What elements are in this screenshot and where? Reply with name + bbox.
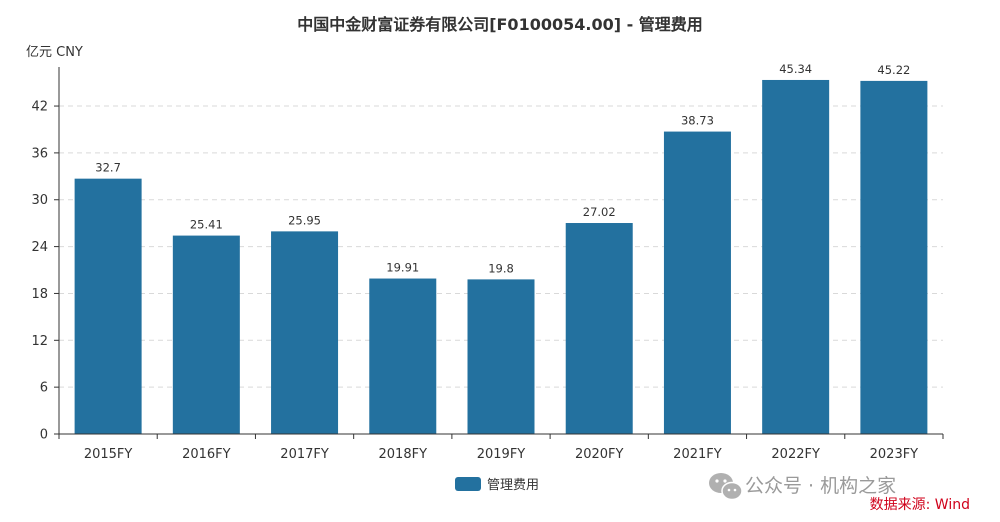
y-tick-label: 18 <box>31 287 48 302</box>
data-label: 27.02 <box>583 205 616 219</box>
x-tick-label: 2020FY <box>575 447 624 462</box>
data-label: 38.73 <box>681 114 714 128</box>
axes: 0 6 12 18 24 30 36 42 2015FY 2016FY 2017FY 2018FY 20… <box>31 67 944 462</box>
bar-2015FY[interactable] <box>74 178 142 434</box>
data-label: 45.34 <box>779 62 812 76</box>
x-tick-label: 2021FY <box>673 447 722 462</box>
y-tick-label: 42 <box>31 100 48 115</box>
bar-2021FY[interactable] <box>663 131 731 434</box>
x-tick-label: 2016FY <box>182 447 231 462</box>
bar-2017FY[interactable] <box>271 231 339 434</box>
legend-label: 管理费用 <box>487 478 539 493</box>
bar-2023FY[interactable] <box>860 80 928 435</box>
chart-title: 中国中金财富证券有限公司[F0100054.00] - 管理费用 <box>297 15 703 34</box>
bar-2022FY[interactable] <box>762 79 830 434</box>
x-tick-label: 2015FY <box>84 447 133 462</box>
y-tick-label: 12 <box>31 334 48 349</box>
x-tick-label: 2023FY <box>870 447 919 462</box>
x-tick-label: 2019FY <box>477 447 526 462</box>
x-tick-label: 2018FY <box>379 447 428 462</box>
bars <box>74 79 928 435</box>
x-tick-label: 2017FY <box>280 447 329 462</box>
bar-2020FY[interactable] <box>565 223 633 434</box>
bar-2016FY[interactable] <box>172 235 240 434</box>
y-tick-label: 0 <box>40 428 48 443</box>
wechat-icon <box>709 473 743 501</box>
bar-2018FY[interactable] <box>369 278 437 434</box>
y-tick-label: 30 <box>31 193 48 208</box>
watermark: 公众号 · 机构之家 <box>709 473 896 501</box>
data-label: 32.7 <box>95 161 121 175</box>
y-tick-label: 6 <box>40 381 48 396</box>
y-tick-label: 24 <box>31 240 48 255</box>
bar-2019FY[interactable] <box>467 279 535 434</box>
data-source: 数据来源: Wind <box>870 497 970 513</box>
data-label: 19.8 <box>488 261 514 275</box>
x-tick-label: 2022FY <box>771 447 820 462</box>
y-axis-unit-label: 亿元 CNY <box>26 45 83 60</box>
data-label: 25.41 <box>190 218 223 232</box>
data-label: 19.91 <box>386 261 419 275</box>
legend-swatch <box>455 477 481 491</box>
data-label: 45.22 <box>877 63 910 77</box>
data-label: 25.95 <box>288 213 321 227</box>
legend[interactable]: 管理费用 <box>455 477 539 493</box>
watermark-text: 公众号 · 机构之家 <box>745 475 896 497</box>
data-labels: 32.7 25.41 25.95 19.91 19.8 27.02 38.73 45.34 45… <box>95 62 910 275</box>
y-tick-label: 36 <box>31 146 48 161</box>
